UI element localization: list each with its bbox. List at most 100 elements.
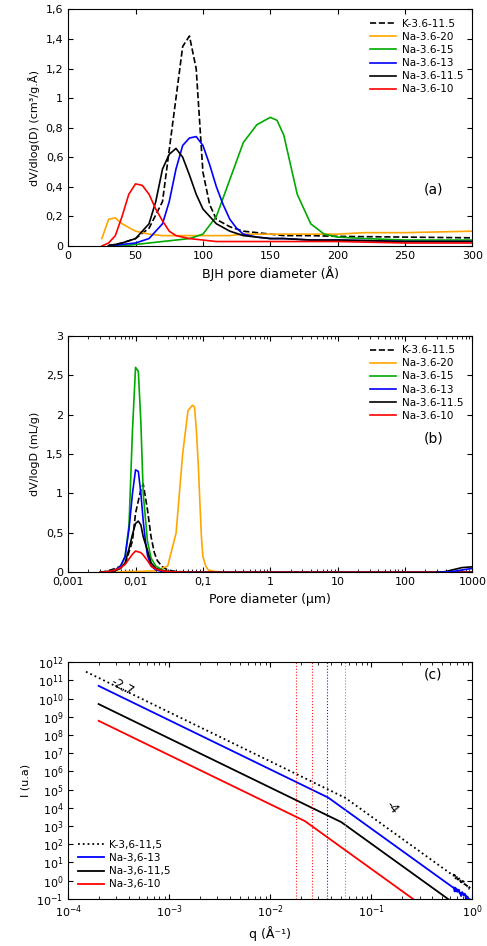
Na-3.6-11.5 [254,232,260,243]
Na-3.6-15 [126,519,132,531]
Na-3.6-13 [173,164,179,175]
Na-3.6-13 [234,222,240,234]
Na-3.6-15 [185,567,191,578]
Na-3.6-20 [106,214,112,225]
Na-3.6-20 [469,225,475,236]
Na-3.6-11.5 [97,567,103,578]
K-3.6-11.5 [469,232,475,243]
K-3,6-11,5 [136,692,142,703]
Na-3.6-10 [402,237,408,249]
Na-3.6-10 [267,567,273,578]
Na-3.6-10 [118,562,124,573]
K-3,6-11,5 [467,882,472,893]
Na-3.6-20 [227,230,233,241]
Na-3,6-11,5 [124,712,130,724]
Na-3.6-10 [160,215,166,226]
X-axis label: Pore diameter (μm): Pore diameter (μm) [209,593,331,605]
Na-3.6-10 [99,240,105,252]
Na-3,6-11,5 [401,861,407,872]
Na-3.6-11.5 [335,235,340,246]
Na-3.6-15 [213,211,219,222]
Na-3,6-13 [95,680,101,692]
Na-3.6-13 [138,488,144,499]
K-3.6-11.5 [187,30,192,42]
Na-3.6-11.5 [227,225,233,236]
K-3.6-11.5 [267,228,273,239]
Na-3.6-10 [126,188,131,200]
Na-3.6-13 [122,551,128,562]
Na-3.6-10 [139,180,145,191]
Na-3,6-11,5 [145,723,151,734]
K-3.6-11.5 [154,554,160,566]
K-3.6-11.5 [254,227,260,238]
Na-3.6-15 [135,366,141,377]
Y-axis label: dV/dlog(D) (cm³/g.Å): dV/dlog(D) (cm³/g.Å) [28,70,40,185]
Legend: K-3.6-11.5, Na-3.6-20, Na-3.6-15, Na-3.6-13, Na-3.6-11.5, Na-3.6-10: K-3.6-11.5, Na-3.6-20, Na-3.6-15, Na-3.6… [366,15,467,98]
Na-3.6-15 [106,240,112,252]
Na-3,6-10 [95,715,101,727]
Na-3.6-11.5 [267,567,273,578]
K-3.6-11.5 [335,567,340,578]
Na-3,6-13 [466,896,472,907]
Na-3,6-13 [394,841,400,852]
Na-3.6-15 [106,566,112,577]
Na-3.6-20 [189,399,195,411]
Na-3.6-15 [173,567,179,578]
K-3.6-11.5 [106,565,112,576]
Na-3.6-13 [132,464,138,476]
Na-3.6-15 [173,235,179,246]
Na-3.6-13 [469,236,475,247]
X-axis label: q (Å⁻¹): q (Å⁻¹) [249,926,291,940]
K-3.6-11.5 [165,564,170,575]
Na-3.6-11.5 [159,565,165,576]
Na-3.6-20 [146,228,152,239]
K-3.6-11.5 [138,484,144,496]
Na-3.6-11.5 [165,566,170,577]
K-3,6-11,5 [467,884,473,895]
Na-3,6-13 [467,894,473,905]
Na-3.6-13 [165,567,170,578]
Na-3.6-15 [153,560,159,571]
Na-3,6-13 [350,810,356,821]
Na-3.6-11.5 [308,235,314,246]
Na-3.6-11.5 [160,164,166,175]
Na-3.6-15 [118,560,124,571]
Na-3.6-11.5 [167,149,172,160]
Na-3.6-10 [145,554,150,566]
Na-3.6-20 [200,551,206,562]
K-3.6-11.5 [106,239,112,251]
Na-3,6-13 [142,703,148,714]
Na-3.6-11.5 [200,567,206,578]
Line: Na-3.6-10: Na-3.6-10 [100,551,472,572]
Na-3.6-10 [130,549,135,560]
Na-3.6-11.5 [135,516,141,527]
Na-3,6-13 [123,693,129,705]
K-3.6-11.5 [151,547,157,558]
Na-3.6-20 [197,496,203,507]
Na-3.6-11.5 [112,565,118,576]
Line: Na-3,6-11,5: Na-3,6-11,5 [98,704,470,916]
Na-3.6-15 [148,552,154,564]
Na-3.6-20 [254,228,260,239]
Na-3.6-10 [469,567,475,578]
K-3.6-11.5 [140,479,146,490]
Na-3.6-15 [160,236,166,247]
Na-3.6-20 [362,227,368,238]
K-3.6-11.5 [119,237,125,249]
Na-3.6-10 [402,567,408,578]
Na-3.6-11.5 [281,233,287,244]
Na-3.6-10 [335,567,340,578]
Na-3.6-15 [145,535,150,547]
K-3.6-11.5 [173,566,179,577]
Na-3.6-20 [99,233,105,244]
Na-3,6-10 [138,736,144,747]
Legend: K-3.6-11.5, Na-3.6-20, Na-3.6-15, Na-3.6-13, Na-3.6-11.5, Na-3.6-10: K-3.6-11.5, Na-3.6-20, Na-3.6-15, Na-3.6… [366,342,467,425]
Na-3.6-15 [187,233,192,244]
K-3.6-11.5 [227,221,233,233]
Na-3.6-15 [227,174,233,185]
K-3.6-11.5 [132,233,138,244]
Na-3.6-13 [140,516,146,527]
K-3.6-11.5 [185,567,191,578]
Na-3.6-11.5 [402,567,408,578]
Line: Na-3.6-20: Na-3.6-20 [100,405,472,572]
